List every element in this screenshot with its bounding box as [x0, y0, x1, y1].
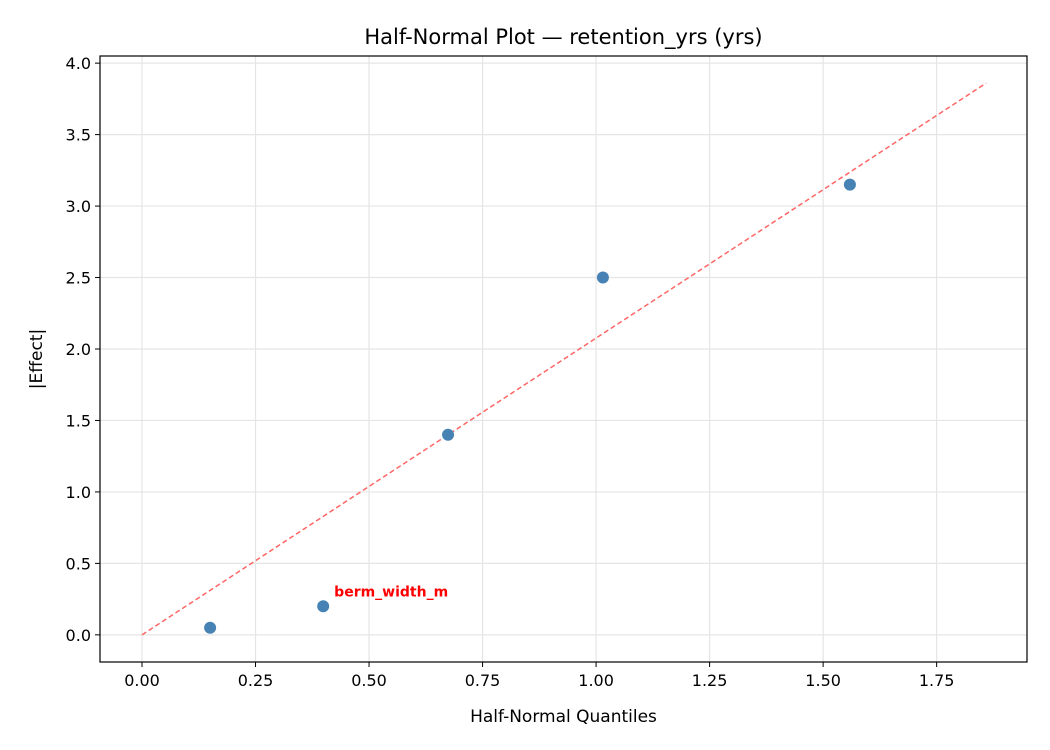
- reference-line: [141, 82, 987, 636]
- y-tick-label: 1.5: [66, 411, 91, 430]
- y-tick-label: 2.5: [66, 269, 91, 288]
- x-tick-label: 1.75: [919, 671, 955, 690]
- reference-line-group: [141, 82, 987, 636]
- y-tick-label: 2.0: [66, 340, 91, 359]
- x-tick-label: 0.75: [465, 671, 501, 690]
- y-tick-label: 4.0: [66, 54, 91, 73]
- y-axis-label: |Effect|: [27, 329, 47, 389]
- point-annotation: berm_width_m: [334, 584, 448, 600]
- x-tick-label: 0.50: [351, 671, 387, 690]
- data-point: [843, 178, 856, 191]
- y-tick-label: 3.5: [66, 126, 91, 145]
- x-ticks: 0.00 0.25 0.50 0.75 1.00 1.25 1.50 1.75: [124, 662, 954, 690]
- x-tick-label: 1.00: [578, 671, 614, 690]
- data-point: [596, 271, 609, 284]
- data-point: [317, 600, 330, 613]
- data-point: [442, 428, 455, 441]
- y-tick-label: 0.0: [66, 626, 91, 645]
- x-tick-label: 1.50: [805, 671, 841, 690]
- x-tick-label: 0.00: [124, 671, 160, 690]
- points-group: [204, 178, 856, 634]
- grid: [100, 56, 1027, 662]
- x-axis-label: Half-Normal Quantiles: [470, 707, 657, 727]
- annotations-group: berm_width_m: [334, 584, 448, 600]
- data-point: [204, 621, 217, 634]
- chart-title: Half-Normal Plot — retention_yrs (yrs): [364, 25, 762, 50]
- x-tick-label: 0.25: [238, 671, 274, 690]
- y-tick-label: 3.0: [66, 197, 91, 216]
- plot-frame: [99, 55, 1028, 663]
- y-tick-label: 1.0: [66, 483, 91, 502]
- y-tick-label: 0.5: [66, 554, 91, 573]
- y-ticks: 0.0 0.5 1.0 1.5 2.0 2.5 3.0 3.5 4.0: [66, 54, 100, 645]
- x-tick-label: 1.25: [692, 671, 728, 690]
